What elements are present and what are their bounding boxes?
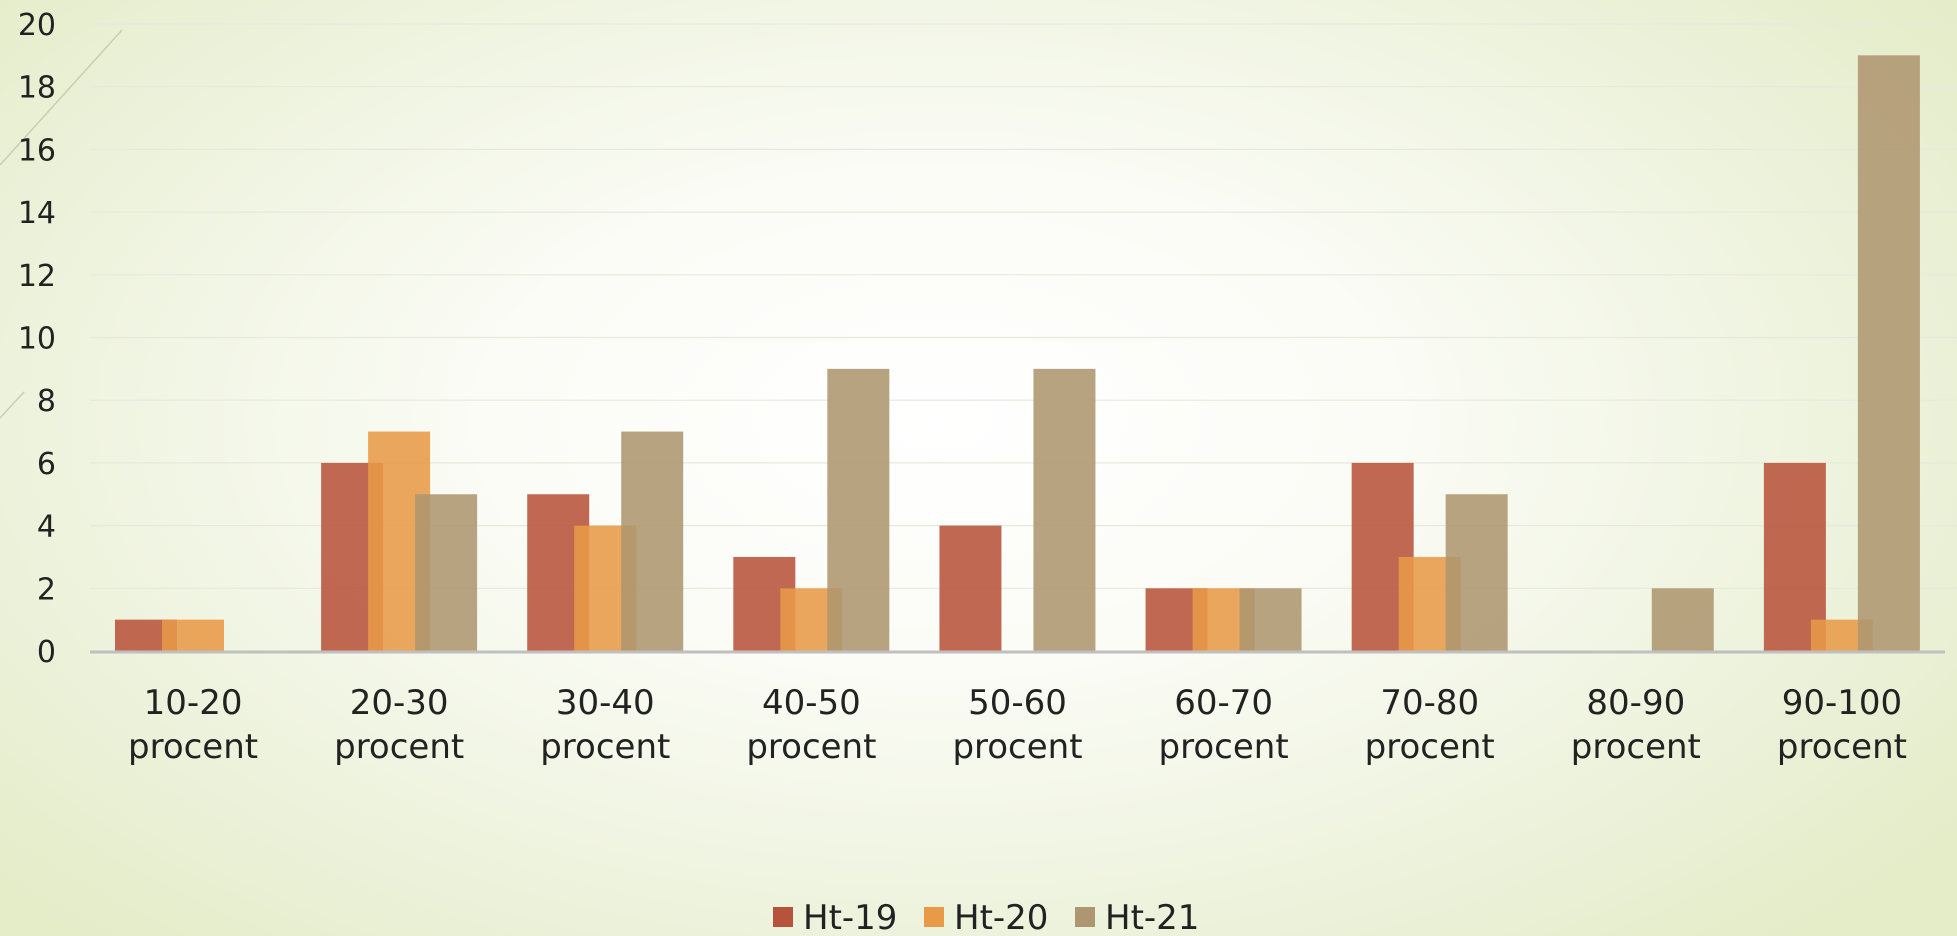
y-axis-ticks: 0 2 4 6 8 10 12 14 16 18 20 <box>18 8 56 670</box>
x-tick-label: 10-20 procent <box>128 683 258 767</box>
legend-label: Ht-19 <box>803 898 897 936</box>
y-tick-label: 14 <box>18 196 56 231</box>
legend: Ht-19 Ht-20 Ht-21 <box>773 898 1199 936</box>
bars <box>115 55 1920 652</box>
bar-ht-21-30-40 <box>621 431 684 651</box>
bar-ht-21-70-80 <box>1445 494 1508 651</box>
bar-ht-21-90-100 <box>1857 55 1920 652</box>
bar-ht-20-10-20 <box>162 619 224 651</box>
y-tick-label: 2 <box>37 572 56 607</box>
bar-ht-21-80-90 <box>1651 588 1714 651</box>
legend-swatch <box>924 907 944 927</box>
x-tick-label: 50-60 procent <box>952 683 1082 767</box>
legend-label: Ht-20 <box>954 898 1048 936</box>
bar-ht-21-60-70 <box>1239 588 1302 651</box>
decorative-lines <box>0 29 123 419</box>
bar-ht-21-20-30 <box>415 494 478 651</box>
y-tick-label: 10 <box>18 322 56 357</box>
x-tick-label: 30-40 procent <box>540 683 670 767</box>
y-tick-label: 4 <box>37 510 56 545</box>
bar-ht-21-40-50 <box>827 368 890 651</box>
y-tick-label: 20 <box>18 8 56 43</box>
legend-label: Ht-21 <box>1105 898 1199 936</box>
legend-swatch <box>773 907 793 927</box>
legend-swatch <box>1075 907 1095 927</box>
x-axis-labels: 10-20 procent 20-30 procent 30-40 procent 40-5… <box>128 683 1907 767</box>
x-tick-label: 70-80 procent <box>1365 683 1495 767</box>
bar-ht-21-50-60 <box>1033 368 1096 651</box>
y-tick-label: 16 <box>18 133 56 168</box>
x-tick-label: 40-50 procent <box>746 683 876 767</box>
x-tick-label: 60-70 procent <box>1159 683 1289 767</box>
x-tick-label: 90-100 procent <box>1777 683 1907 767</box>
x-tick-label: 80-90 procent <box>1571 683 1701 767</box>
y-tick-label: 18 <box>18 71 56 106</box>
y-tick-label: 8 <box>37 384 56 419</box>
bar-ht-19-50-60 <box>939 525 1002 651</box>
y-tick-label: 0 <box>37 635 56 670</box>
y-tick-label: 6 <box>37 447 56 482</box>
x-tick-label: 20-30 procent <box>334 683 464 767</box>
y-tick-label: 12 <box>18 259 56 294</box>
